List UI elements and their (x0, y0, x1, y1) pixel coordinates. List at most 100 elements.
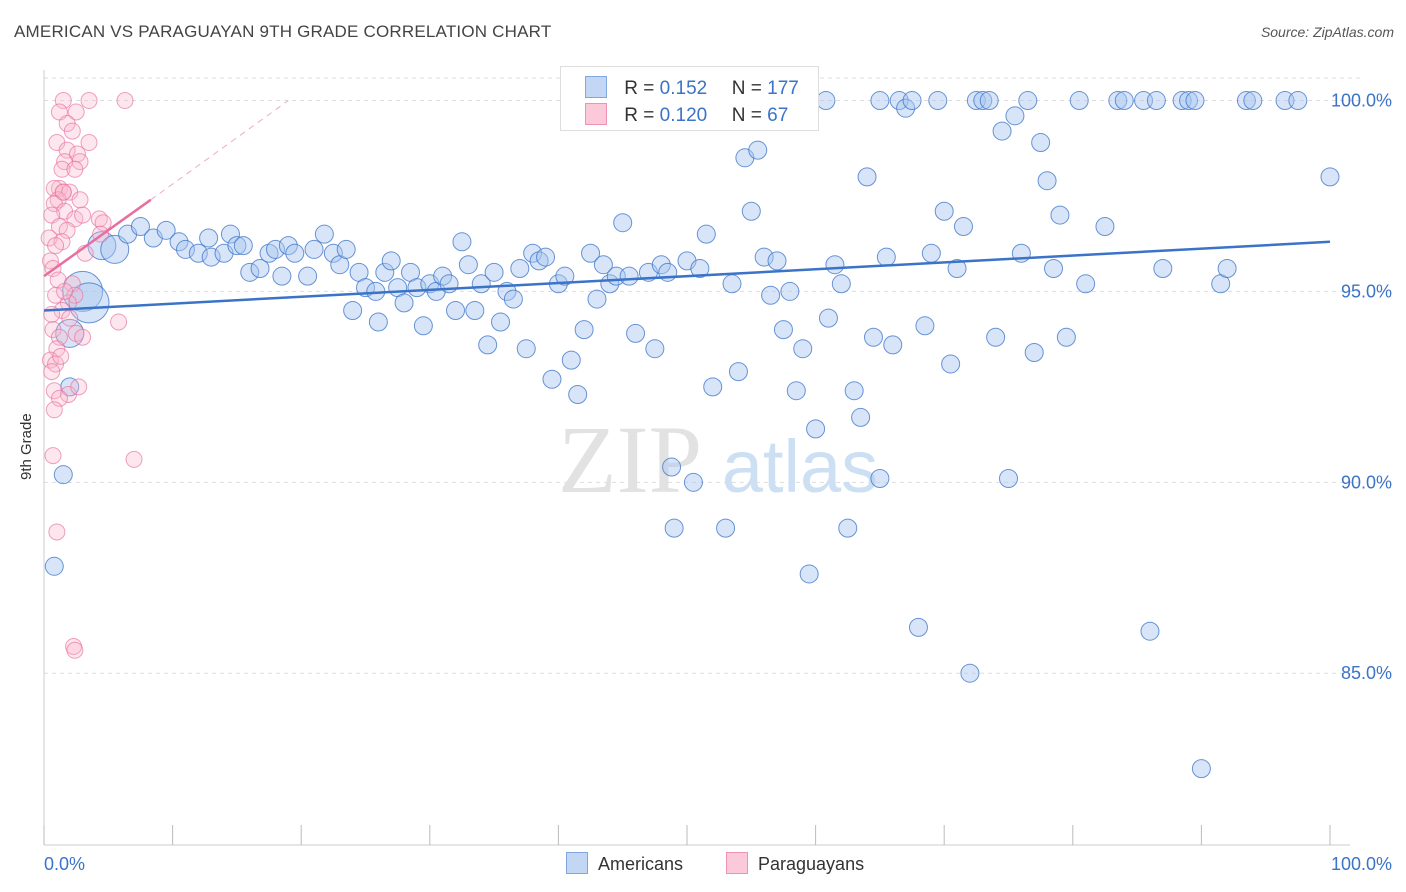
paraguayan-point (80, 92, 98, 110)
paraguayan-point (56, 282, 74, 300)
american-point (587, 289, 607, 309)
american-point (336, 239, 356, 259)
american-point (1050, 205, 1070, 225)
american-point (285, 243, 305, 263)
american-point (452, 232, 472, 252)
y-axis-label: 9th Grade (18, 413, 35, 480)
legend-swatch-paraguayans (585, 103, 607, 125)
paraguayan-point (74, 206, 92, 224)
american-point (902, 91, 922, 111)
american-point (188, 243, 208, 263)
x-tick-label-min: 0.0% (44, 854, 85, 874)
american-point (446, 301, 466, 321)
american-point (298, 266, 318, 286)
american-point (1236, 91, 1256, 111)
american-point (786, 381, 806, 401)
american-point (175, 239, 195, 259)
american-point (857, 167, 877, 187)
paraguayan-point (80, 134, 98, 152)
paraguayan-point (47, 237, 65, 255)
american-point (314, 224, 334, 244)
american-point (574, 320, 594, 340)
american-point (1320, 167, 1340, 187)
american-point (323, 243, 343, 263)
american-point (870, 468, 890, 488)
american-point (979, 91, 999, 111)
paraguayan-point (110, 313, 128, 331)
american-point (1024, 343, 1044, 363)
bottom-legend-paraguayans: Paraguayans (726, 852, 864, 875)
tick-labels: 85.0% 90.0% 95.0% 100.0% 0.0% 100.0% (44, 91, 1392, 874)
american-point (523, 243, 543, 263)
american-point (53, 465, 73, 485)
paraguayan-point (63, 122, 81, 140)
paraguayan-point (71, 191, 89, 209)
paraguayan-point (43, 363, 61, 381)
american-point (478, 335, 498, 355)
american-point (156, 220, 176, 240)
legend-row-americans: R = 0.152 N = 177 (585, 76, 799, 100)
american-point (799, 564, 819, 584)
american-point (986, 327, 1006, 347)
american-point (555, 266, 575, 286)
axes (43, 70, 1350, 846)
source-label: Source: ZipAtlas.com (1260, 24, 1394, 40)
american-point (304, 239, 324, 259)
american-point (992, 121, 1012, 141)
american-point (1243, 91, 1263, 111)
american-point (561, 350, 581, 370)
american-point (728, 362, 748, 382)
american-point (960, 663, 980, 683)
american-point (662, 457, 682, 477)
american-point (863, 327, 883, 347)
watermark: ZIP atlas (558, 406, 878, 513)
american-point (516, 339, 536, 359)
american-point (458, 255, 478, 275)
american-point (722, 274, 742, 294)
american-point (1185, 91, 1205, 111)
american-point (851, 407, 871, 427)
bottom-swatch-paraguayans (726, 852, 748, 874)
american-point (233, 236, 253, 256)
american-point (503, 289, 523, 309)
legend-row-paraguayans: R = 0.120 N = 67 (585, 103, 788, 127)
american-point (921, 243, 941, 263)
american-point (953, 217, 973, 237)
american-point (1179, 91, 1199, 111)
paraguayan-point (66, 160, 84, 178)
bottom-legend-americans: Americans (566, 852, 683, 875)
american-point (1153, 259, 1173, 279)
chart-title: AMERICAN VS PARAGUAYAN 9TH GRADE CORRELA… (14, 22, 552, 41)
american-point (407, 278, 427, 298)
american-point (896, 98, 916, 118)
american-point (220, 224, 240, 244)
american-point (1140, 621, 1160, 641)
american-point (619, 266, 639, 286)
american-point (413, 316, 433, 336)
paraguayan-point (44, 447, 62, 465)
american-point (683, 472, 703, 492)
american-point (870, 91, 890, 111)
paraguayan-point (67, 103, 85, 121)
bottom-swatch-americans (566, 852, 588, 874)
paraguayan-point (54, 92, 72, 110)
american-point (741, 201, 761, 221)
american-point (973, 91, 993, 111)
american-point (1018, 91, 1038, 111)
watermark-atlas: atlas (722, 425, 878, 508)
american-point (1191, 759, 1211, 779)
american-point (748, 140, 768, 160)
americans-points (44, 91, 1340, 779)
american-point (536, 247, 556, 267)
american-point (1031, 133, 1051, 153)
american-point (250, 259, 270, 279)
american-point (201, 247, 221, 267)
american-point (433, 266, 453, 286)
american-point (780, 281, 800, 301)
paraguayan-point (53, 160, 71, 178)
american-point (999, 468, 1018, 488)
american-point (343, 301, 363, 321)
american-point (831, 274, 851, 294)
x-tick-label-max: 100.0% (1331, 854, 1392, 874)
